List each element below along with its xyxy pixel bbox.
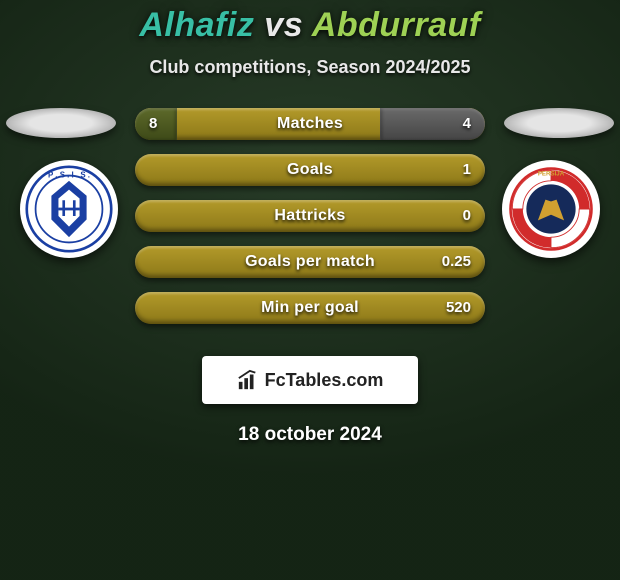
stat-label: Matches — [135, 108, 485, 140]
stat-bar-min-per-goal: 520Min per goal — [135, 292, 485, 324]
stat-label: Hattricks — [135, 200, 485, 232]
stat-label: Goals — [135, 154, 485, 186]
stat-bar-goals-per-match: 0.25Goals per match — [135, 246, 485, 278]
season-subtitle: Club competitions, Season 2024/2025 — [0, 57, 620, 78]
persija-crest-icon: PERSIJA — [507, 165, 595, 253]
stat-bar-goals: 1Goals — [135, 154, 485, 186]
bar-chart-icon — [237, 369, 259, 391]
player-left-name: Alhafiz — [139, 6, 254, 44]
stat-bar-matches: 84Matches — [135, 108, 485, 140]
stat-label: Min per goal — [135, 292, 485, 324]
svg-text:PERSIJA: PERSIJA — [538, 171, 565, 178]
club-badge-left: P . S . I . S . — [20, 160, 118, 258]
stat-bar-hattricks: 0Hattricks — [135, 200, 485, 232]
comparison-arena: P . S . I . S . PERSIJA 84Matches1Goals0 — [0, 108, 620, 338]
comparison-title: Alhafiz vs Abdurrauf — [0, 0, 620, 45]
brand-box[interactable]: FcTables.com — [202, 356, 418, 404]
snapshot-date: 18 october 2024 — [0, 424, 620, 446]
club-badge-right: PERSIJA — [502, 160, 600, 258]
stat-bars: 84Matches 1Goals 0Hattricks 0.25Goals per m… — [135, 108, 485, 324]
psis-crest-icon: P . S . I . S . — [25, 165, 113, 253]
brand-text: FcTables.com — [265, 370, 384, 391]
title-vs: vs — [264, 6, 303, 44]
player-right-name: Abdurrauf — [312, 6, 481, 44]
pedestal-right — [504, 108, 614, 138]
stat-label: Goals per match — [135, 246, 485, 278]
pedestal-left — [6, 108, 116, 138]
svg-text:P . S . I . S .: P . S . I . S . — [48, 170, 90, 179]
